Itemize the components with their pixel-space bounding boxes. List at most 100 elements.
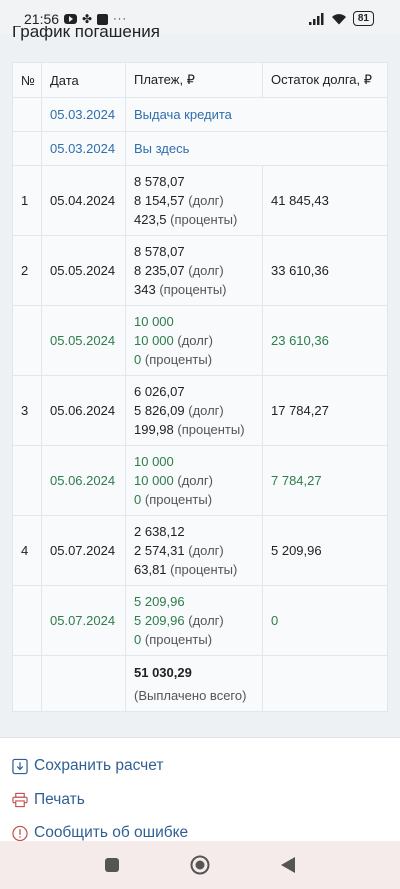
printer-icon	[12, 792, 28, 808]
signal-icon	[308, 12, 324, 25]
debt-suffix: (долг)	[188, 613, 224, 628]
repayment-schedule-table: № Дата Платеж, ₽ Остаток долга, ₽ 05.03.…	[12, 62, 388, 712]
row-balance: 33 610,36	[262, 235, 388, 306]
interest-suffix: (проценты)	[144, 492, 213, 507]
interest-suffix: (проценты)	[170, 212, 238, 227]
payment-debt-line: 10 000 (долг)	[134, 471, 262, 490]
row-payment: 6 026,07 5 826,09 (долг) 199,98 (проценты)	[125, 375, 263, 446]
print-label: Печать	[34, 791, 85, 808]
row-num	[12, 585, 42, 656]
total-paid-cell: 51 030,29 (Выплачено всего)	[125, 655, 263, 712]
payment-interest-line: 0 (проценты)	[134, 630, 262, 649]
row-date: 05.04.2024	[41, 165, 126, 236]
back-icon[interactable]	[280, 856, 296, 874]
debt-suffix: (долг)	[177, 473, 213, 488]
table-row: 05.06.2024 10 000 10 000 (долг) 0 (проценты…	[12, 445, 388, 516]
row-payment: 8 578,07 8 154,57 (долг) 423,5 (проценты)	[125, 165, 263, 236]
payment-debt: 10 000	[134, 473, 174, 488]
row-balance: 23 610,36	[262, 305, 388, 376]
row-date: 05.05.2024	[41, 235, 126, 306]
payment-debt: 2 574,31	[134, 543, 185, 558]
payment-interest: 0	[134, 632, 142, 647]
info-text: Выдача кредита	[125, 97, 388, 132]
debt-suffix: (долг)	[188, 193, 224, 208]
youtube-icon	[64, 14, 77, 24]
alert-icon	[12, 825, 28, 841]
navigation-bar	[0, 841, 400, 889]
row-balance: 41 845,43	[262, 165, 388, 236]
row-balance: 0	[262, 585, 388, 656]
column-header-date: Дата	[41, 62, 126, 98]
report-error-button[interactable]: Сообщить об ошибке	[12, 824, 188, 842]
payment-total: 10 000	[134, 454, 174, 469]
payment-interest: 63,81	[134, 562, 167, 577]
recent-apps-icon[interactable]	[104, 857, 120, 873]
row-num: 2	[12, 235, 42, 306]
wifi-icon	[331, 13, 346, 24]
table-row-total: 51 030,29 (Выплачено всего)	[12, 655, 388, 712]
payment-total: 6 026,07	[134, 384, 185, 399]
payment-debt-line: 2 574,31 (долг)	[134, 541, 262, 560]
row-num	[12, 305, 42, 376]
more-notifications-icon: ···	[113, 13, 128, 25]
payment-debt: 5 209,96	[134, 613, 185, 628]
column-header-balance: Остаток долга, ₽	[262, 62, 388, 98]
row-balance: 7 784,27	[262, 445, 388, 516]
save-calculation-button[interactable]: Сохранить расчет	[12, 757, 163, 775]
notification-icon	[97, 13, 109, 25]
table-row: 2 05.05.2024 8 578,07 8 235,07 (долг) 343 (п…	[12, 235, 388, 306]
payment-interest: 343	[134, 282, 156, 297]
row-date: 05.06.2024	[41, 445, 126, 516]
actions-panel: Сохранить расчет Печать Сообщить об ошиб…	[0, 737, 400, 842]
row-date: 05.05.2024	[41, 305, 126, 376]
row-num: 4	[12, 515, 42, 586]
payment-total: 5 209,96	[134, 594, 185, 609]
payment-debt-line: 8 235,07 (долг)	[134, 261, 262, 280]
info-date: 05.03.2024	[41, 131, 126, 166]
interest-suffix: (проценты)	[159, 282, 227, 297]
payment-total: 8 578,07	[134, 174, 185, 189]
payment-interest-line: 63,81 (проценты)	[134, 560, 262, 579]
table-row: 4 05.07.2024 2 638,12 2 574,31 (долг) 63,81 …	[12, 515, 388, 586]
interest-suffix: (проценты)	[177, 422, 245, 437]
interest-suffix: (проценты)	[144, 632, 213, 647]
interest-suffix: (проценты)	[170, 562, 238, 577]
row-date: 05.07.2024	[41, 585, 126, 656]
payment-interest-line: 199,98 (проценты)	[134, 420, 262, 439]
row-num: 1	[12, 165, 42, 236]
interest-suffix: (проценты)	[144, 352, 213, 367]
row-num: 3	[12, 375, 42, 446]
info-date: 05.03.2024	[41, 97, 126, 132]
payment-debt: 10 000	[134, 333, 174, 348]
payment-interest-line: 343 (проценты)	[134, 280, 262, 299]
payment-debt: 5 826,09	[134, 403, 185, 418]
payment-interest-line: 423,5 (проценты)	[134, 210, 262, 229]
table-header-row: № Дата Платеж, ₽ Остаток долга, ₽	[12, 62, 388, 98]
table-row: 1 05.04.2024 8 578,07 8 154,57 (долг) 423,5 …	[12, 165, 388, 236]
payment-debt-line: 5 209,96 (долг)	[134, 611, 262, 630]
total-paid-label: (Выплачено всего)	[134, 687, 247, 703]
battery-icon: 81	[352, 11, 374, 26]
save-calculation-label: Сохранить расчет	[34, 757, 164, 774]
row-balance: 5 209,96	[262, 515, 388, 586]
debt-suffix: (долг)	[188, 263, 224, 278]
page-title: График погашения	[12, 26, 160, 41]
download-icon	[12, 758, 28, 774]
payment-interest-line: 0 (проценты)	[134, 350, 262, 369]
payment-debt: 8 154,57	[134, 193, 185, 208]
home-icon[interactable]	[190, 855, 210, 875]
payment-interest-line: 0 (проценты)	[134, 490, 262, 509]
table-row-you-are-here: 05.03.2024 Вы здесь	[12, 131, 388, 166]
debt-suffix: (долг)	[188, 543, 224, 558]
row-payment: 5 209,96 5 209,96 (долг) 0 (проценты)	[125, 585, 263, 656]
row-payment: 10 000 10 000 (долг) 0 (проценты)	[125, 305, 263, 376]
row-balance: 17 784,27	[262, 375, 388, 446]
debt-suffix: (долг)	[177, 333, 213, 348]
payment-interest: 423,5	[134, 212, 167, 227]
payment-debt: 8 235,07	[134, 263, 185, 278]
table-row: 3 05.06.2024 6 026,07 5 826,09 (долг) 199,98…	[12, 375, 388, 446]
payment-debt-line: 5 826,09 (долг)	[134, 401, 262, 420]
print-button[interactable]: Печать	[12, 791, 85, 809]
payment-total: 10 000	[134, 314, 174, 329]
status-bar: 21:56 ✤ ··· 81	[0, 0, 400, 34]
